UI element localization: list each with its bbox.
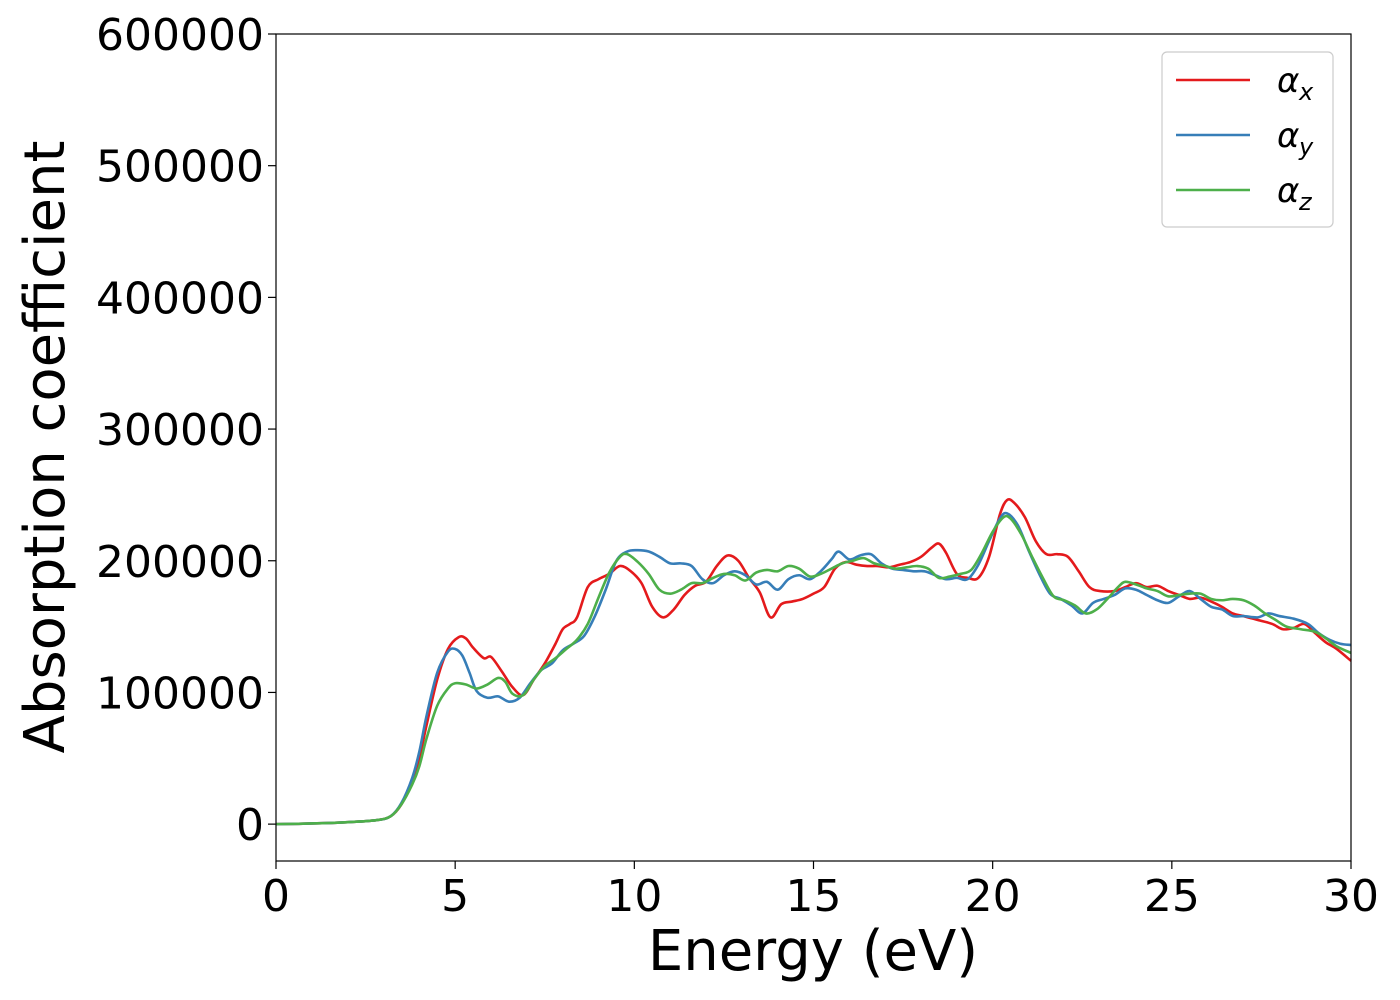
series-line-alpha-z xyxy=(275,514,1352,826)
x-tick-label: 5 xyxy=(441,871,469,922)
y-tick-label: 300000 xyxy=(96,405,264,456)
y-tick-label: 400000 xyxy=(96,273,264,324)
legend-label-alpha-x: α xyxy=(1277,61,1299,101)
legend-box xyxy=(1161,51,1334,228)
y-tick-label: 100000 xyxy=(96,668,264,719)
x-tick-label: 30 xyxy=(1323,871,1379,922)
y-axis-label: Absorption coefficient xyxy=(13,141,78,754)
x-tick-label: 10 xyxy=(606,871,662,922)
y-tick-label: 500000 xyxy=(96,142,264,193)
y-axis: 0 100000 200000 300000 400000 500000 600000 xyxy=(96,10,276,851)
x-tick-label: 25 xyxy=(1144,871,1200,922)
legend-subscript-alpha-x: x xyxy=(1298,78,1314,106)
legend: α xα yα z xyxy=(1161,51,1334,228)
legend-subscript-alpha-y: y xyxy=(1298,133,1314,161)
y-tick-label: 200000 xyxy=(96,537,264,588)
legend-label-alpha-z: α xyxy=(1277,171,1299,211)
x-tick-label: 0 xyxy=(262,871,290,922)
x-tick-label: 15 xyxy=(786,871,842,922)
y-tick-label: 600000 xyxy=(96,10,264,61)
x-axis: 0 5 10 15 20 25 30 xyxy=(262,861,1379,922)
legend-subscript-alpha-z: z xyxy=(1298,188,1313,216)
series-layer xyxy=(275,498,1352,826)
y-tick-label: 0 xyxy=(236,800,264,851)
legend-label-alpha-y: α xyxy=(1277,116,1299,156)
x-axis-label: Energy (eV) xyxy=(648,919,978,984)
series-line-alpha-x xyxy=(275,498,1352,826)
series-line-alpha-y xyxy=(275,511,1352,826)
x-tick-label: 20 xyxy=(965,871,1021,922)
